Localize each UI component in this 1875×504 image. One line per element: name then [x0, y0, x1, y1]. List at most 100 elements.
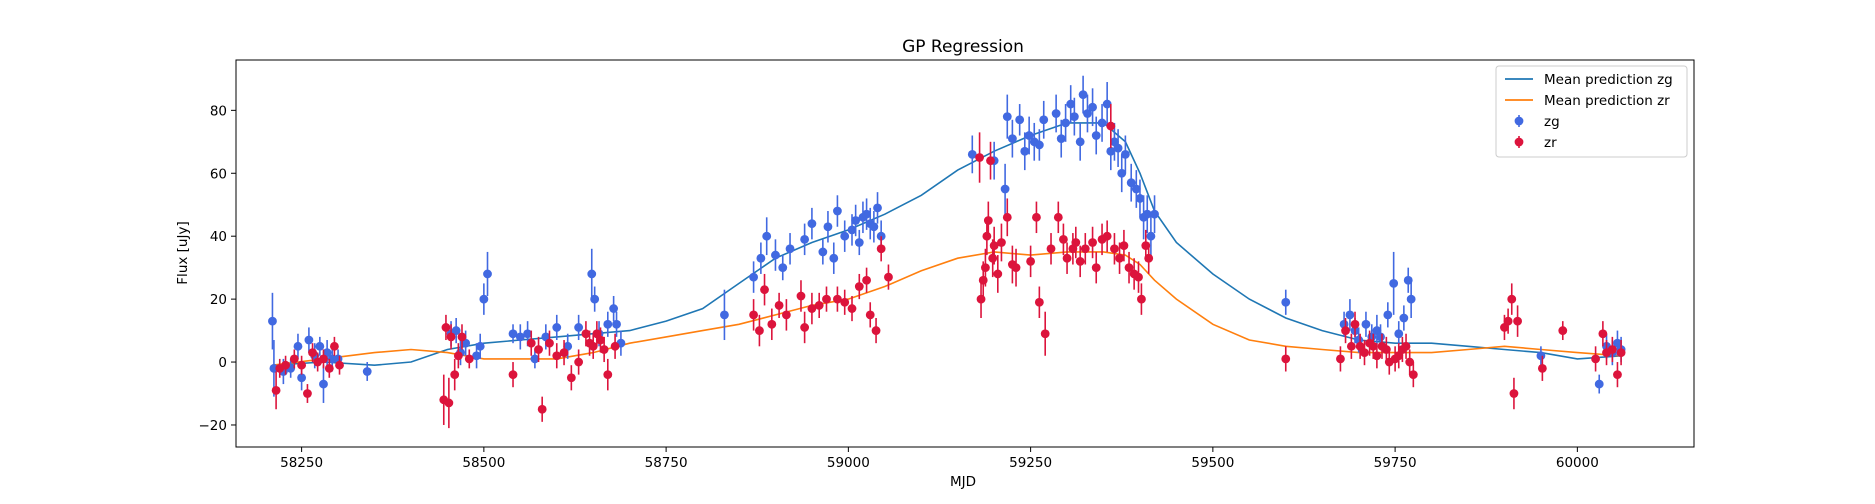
- data-point-zr: [1144, 253, 1154, 263]
- data-point-zg: [1002, 112, 1012, 122]
- data-point-zg: [862, 209, 871, 219]
- series-line-zg: [272, 122, 1622, 367]
- data-point-zr: [822, 294, 831, 304]
- data-point-zr: [796, 291, 806, 301]
- axes: 58250 58500 58750 59000 59250 59500 59750 60000…: [199, 59, 1695, 471]
- series-line-zr: [272, 251, 1622, 366]
- data-point-zr: [559, 348, 569, 358]
- data-point-zg: [1078, 90, 1088, 100]
- data-point-zr: [1011, 263, 1021, 273]
- data-point-zg: [771, 250, 780, 260]
- data-point-zr: [537, 404, 547, 414]
- data-point-zr: [981, 263, 990, 273]
- data-point-zr: [871, 326, 881, 335]
- data-point-zr: [1360, 348, 1369, 358]
- data-point-zr: [1106, 121, 1116, 131]
- data-point-zg: [1389, 278, 1399, 288]
- legend-item: Mean prediction zr: [1505, 93, 1670, 109]
- data-point-zr: [982, 231, 992, 241]
- data-point-zr: [1053, 212, 1063, 222]
- data-point-zr: [781, 310, 791, 320]
- data-point-zr: [807, 304, 817, 313]
- data-point-zr: [464, 354, 474, 364]
- data-point-zr: [814, 301, 824, 310]
- data-point-zg: [807, 219, 817, 229]
- data-point-zg: [362, 367, 372, 376]
- data-point-zr: [1503, 316, 1513, 326]
- data-point-zg: [479, 294, 489, 304]
- data-point-zr: [876, 244, 886, 254]
- data-point-zr: [1346, 341, 1356, 351]
- data-point-zr: [1607, 345, 1617, 354]
- data-point-zr: [1341, 326, 1350, 335]
- data-point-zg: [1135, 194, 1145, 203]
- data-point-zg: [293, 341, 303, 351]
- data-point-zr: [1110, 244, 1119, 254]
- data-point-zg: [1056, 134, 1066, 144]
- data-point-zr: [1119, 241, 1129, 251]
- data-point-zg: [315, 341, 325, 351]
- data-point-zr: [330, 341, 339, 351]
- data-point-zr: [975, 153, 984, 162]
- plot-area: [268, 75, 1626, 429]
- data-point-zg: [785, 244, 795, 254]
- data-point-zg: [1376, 332, 1385, 342]
- data-point-zr: [884, 272, 893, 282]
- data-point-zr: [441, 323, 451, 332]
- data-point-zg: [1117, 168, 1127, 178]
- data-point-zr: [1091, 263, 1101, 273]
- data-point-zg: [304, 335, 314, 345]
- legend-box: [1495, 65, 1688, 158]
- data-point-zr: [574, 357, 584, 367]
- y-tick-label: 60: [210, 166, 227, 182]
- data-point-zr: [1134, 272, 1143, 282]
- legend-label: zr: [1544, 135, 1557, 151]
- data-point-zg: [612, 319, 621, 329]
- legend-label: Mean prediction zr: [1544, 93, 1670, 109]
- data-point-zg: [967, 149, 977, 159]
- data-point-zr: [1372, 351, 1382, 361]
- x-tick-label: 59250: [1009, 455, 1052, 471]
- x-tick-label: 60000: [1556, 455, 1599, 471]
- data-point-zr: [1509, 389, 1519, 398]
- data-point-zg: [840, 231, 850, 241]
- data-point-zg: [847, 225, 857, 235]
- data-point-zr: [1088, 238, 1097, 247]
- data-point-zg: [1102, 99, 1112, 109]
- data-point-zg: [1088, 102, 1097, 112]
- y-axis-label: Flux [uJy]: [175, 221, 191, 284]
- data-point-zr: [1513, 316, 1522, 326]
- data-point-zr: [1616, 348, 1626, 358]
- x-tick-label: 58750: [645, 455, 688, 471]
- chart-title: GP Regression: [902, 37, 1024, 57]
- data-point-zr: [1558, 326, 1568, 335]
- data-point-zr: [1075, 256, 1085, 266]
- data-point-zr: [1080, 244, 1090, 254]
- data-point-zg: [1091, 131, 1101, 140]
- data-point-zr: [767, 319, 777, 329]
- data-point-zg: [297, 373, 307, 383]
- data-point-zr: [457, 332, 467, 342]
- data-point-zg: [1345, 310, 1355, 320]
- data-point-zg: [829, 253, 839, 263]
- data-point-zg: [762, 231, 772, 241]
- legend-point-swatch: [1514, 116, 1524, 126]
- data-point-zg: [720, 310, 729, 320]
- data-point-zr: [1405, 357, 1415, 367]
- data-point-zr: [760, 285, 769, 295]
- y-tick-label: 40: [210, 229, 227, 245]
- x-tick-label: 58500: [462, 455, 505, 471]
- data-point-zr: [1026, 256, 1036, 266]
- data-point-zr: [865, 310, 875, 320]
- data-point-zr: [453, 351, 463, 361]
- legend-label: zg: [1544, 114, 1560, 130]
- data-point-zg: [749, 272, 758, 282]
- data-point-zr: [1350, 319, 1360, 329]
- data-point-zr: [993, 269, 1003, 279]
- data-point-zr: [1507, 294, 1517, 304]
- data-point-zr: [450, 370, 460, 380]
- data-point-zr: [552, 351, 562, 361]
- data-point-zg: [1051, 109, 1061, 118]
- data-point-zg: [818, 247, 828, 257]
